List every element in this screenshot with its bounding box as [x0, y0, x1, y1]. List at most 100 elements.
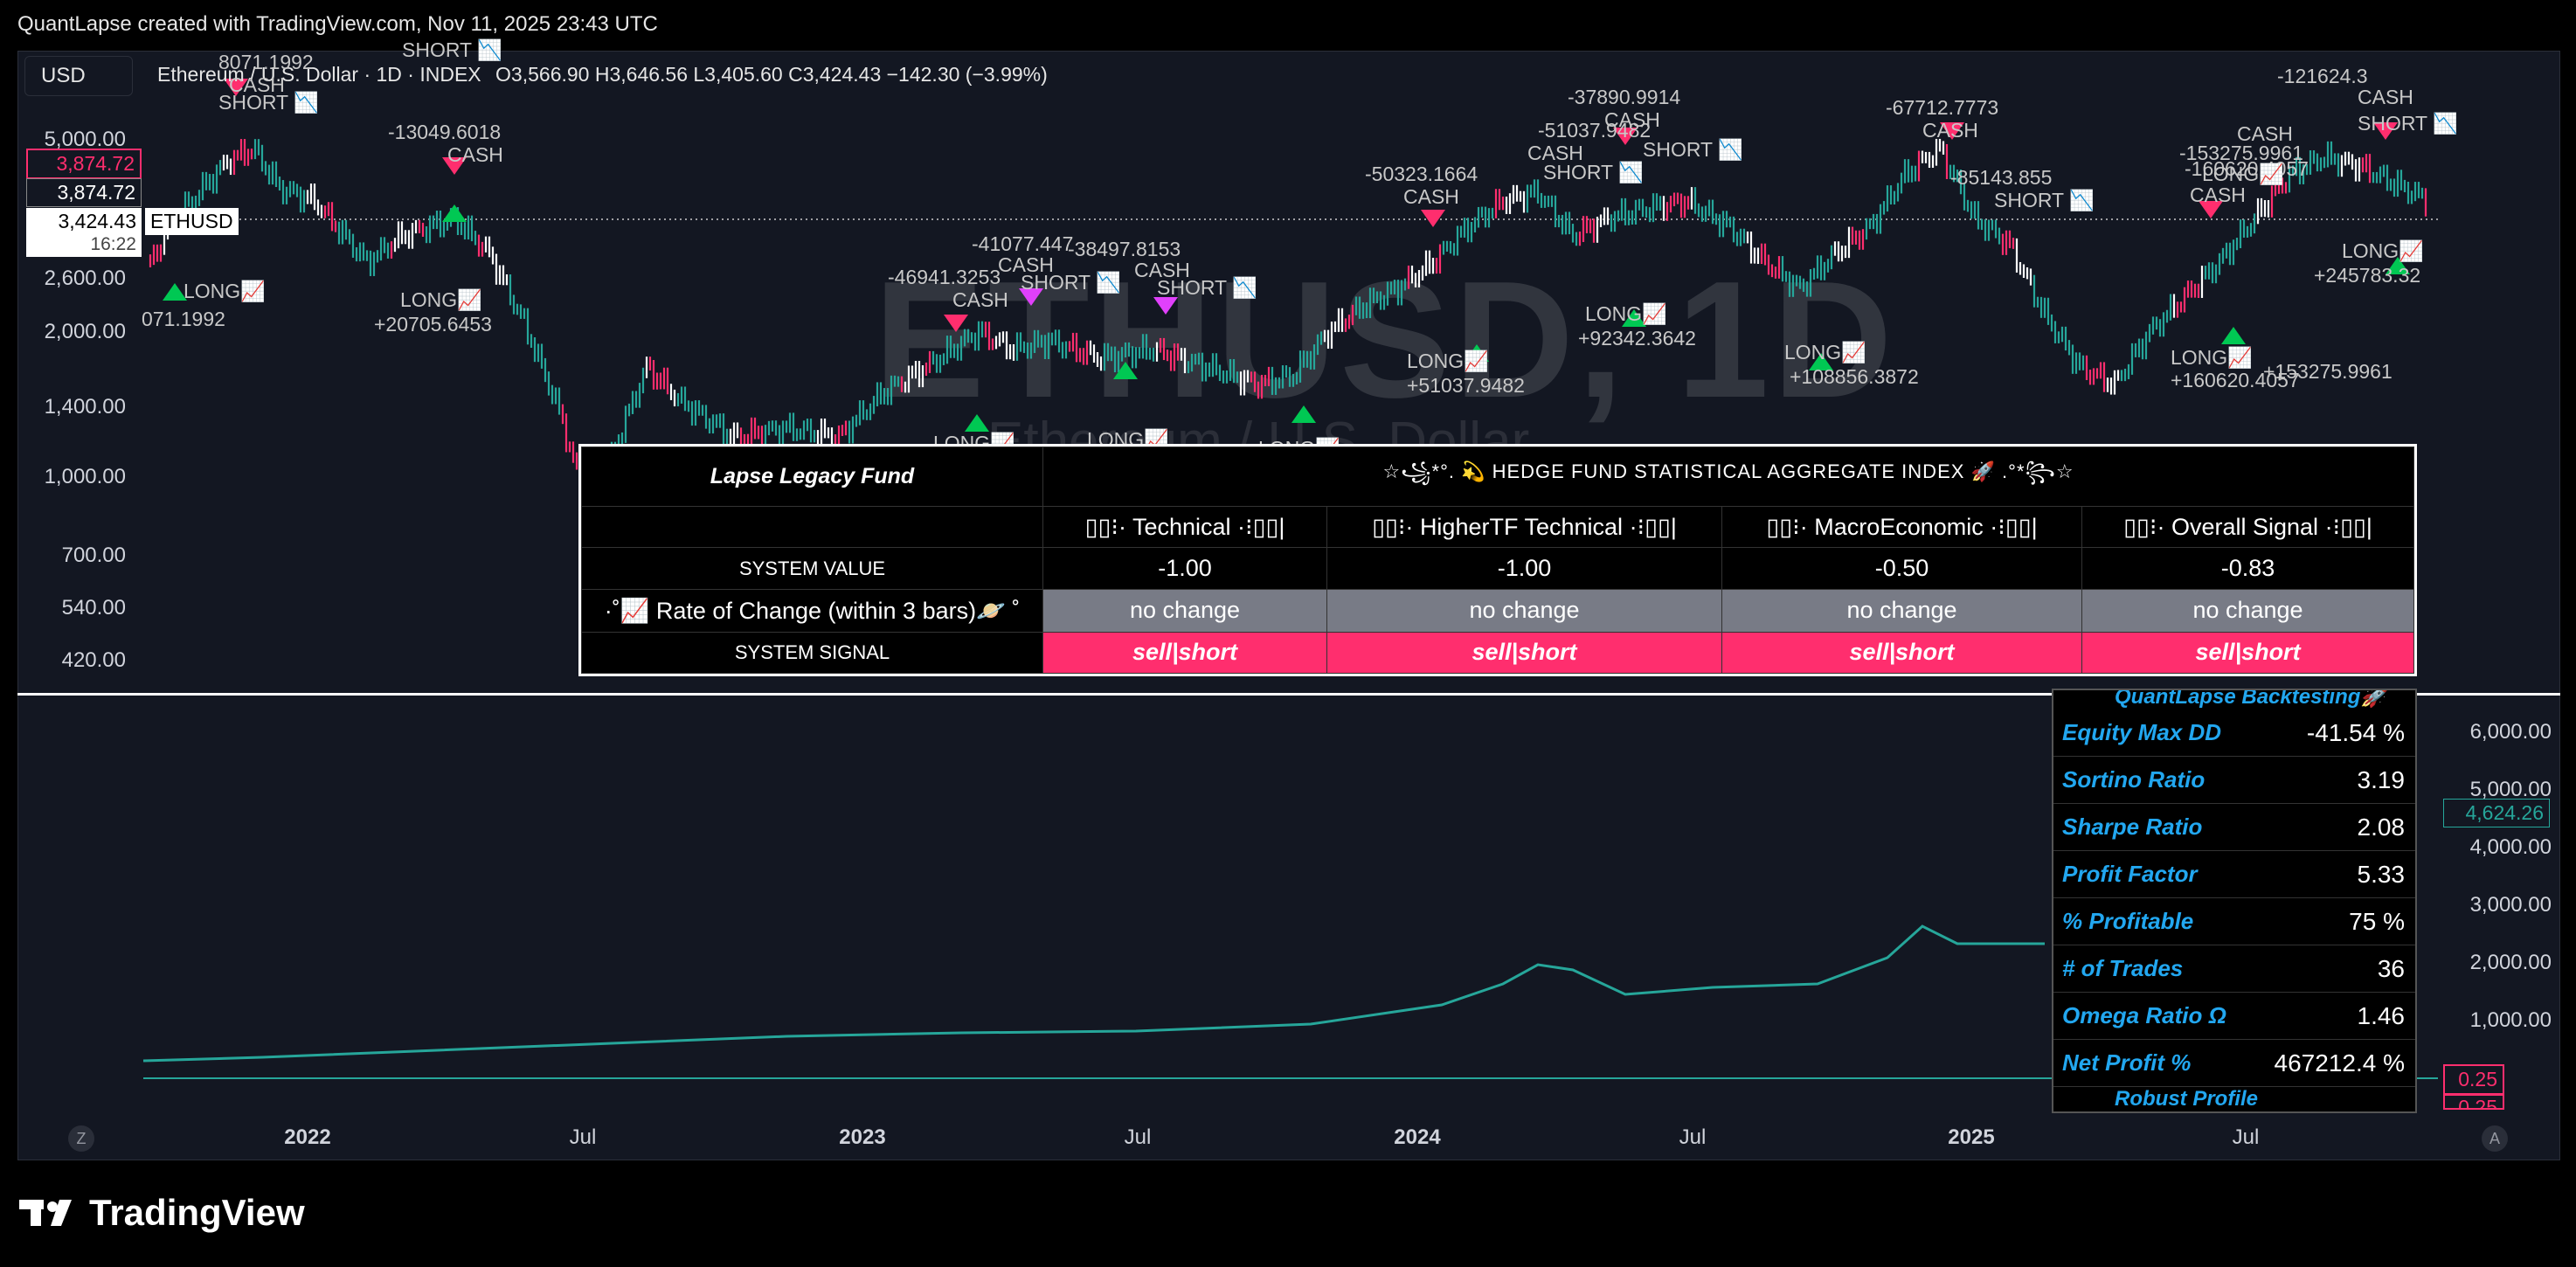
- annotation-long: LONG📈: [1585, 302, 1667, 325]
- annotation-num: -37890.9914: [1568, 86, 1681, 108]
- stats-key: Net Profit %: [2062, 1049, 2192, 1076]
- annotation-short: SHORT 📉: [402, 38, 502, 61]
- col-header-highertf: ▯▯⁝· HigherTF Technical ·⁝▯▯|: [1326, 506, 1722, 549]
- fund-title: Lapse Legacy Fund: [581, 446, 1043, 508]
- annotation-cash: CASH: [2358, 86, 2413, 108]
- row-label-rate-of-change: ·˚📈 Rate of Change (within 3 bars)🪐 ˚: [581, 588, 1043, 633]
- annotation-short: SHORT 📉: [2358, 112, 2458, 135]
- low-tag-2: 0.25: [2443, 1094, 2504, 1110]
- symbol-legend[interactable]: Ethereum / U.S. Dollar · 1D · INDEX O3,5…: [157, 63, 1048, 87]
- annotation-long: LONG📈: [1407, 350, 1489, 372]
- roc-cell: no change: [1326, 588, 1722, 633]
- signal-marker-cash: [442, 157, 467, 175]
- time-tick: Jul: [1124, 1125, 1152, 1149]
- stats-row: Net Profit % 467212.4 %: [2053, 1040, 2415, 1087]
- stats-key: # of Trades: [2062, 955, 2184, 981]
- stats-row: # of Trades 36: [2053, 945, 2415, 993]
- annotation-num: -121624.3: [2277, 65, 2368, 87]
- stats-value: 2.08: [2357, 813, 2406, 841]
- signal-cell: sell|short: [1326, 631, 1722, 675]
- annotation-short: SHORT 📉: [1021, 271, 1121, 294]
- annotation-num: -41077.447: [972, 232, 1074, 255]
- zoom-button[interactable]: Z: [68, 1125, 94, 1152]
- annotation-num: -85143.855: [1950, 166, 2053, 189]
- stats-value: 1.46: [2357, 1001, 2406, 1029]
- stats-value: 467212.4 %: [2274, 1049, 2405, 1077]
- stats-value: 3.19: [2357, 765, 2406, 793]
- stats-key: Omega Ratio Ω: [2062, 1002, 2226, 1028]
- time-tick: Jul: [1679, 1125, 1707, 1149]
- bar-countdown: 16:22: [26, 232, 142, 257]
- stats-value: 75 %: [2349, 907, 2405, 935]
- equity-tick: 4,000.00: [2469, 835, 2552, 859]
- tradingview-wordmark: TradingView: [89, 1192, 305, 1233]
- equity-tick: 6,000.00: [2469, 720, 2552, 744]
- annotation-long: LONG📈: [2202, 163, 2284, 185]
- annotation-num: -46941.3253: [888, 266, 1001, 288]
- stats-row: Equity Max DD -41.54 %: [2053, 710, 2415, 757]
- equity-tick: 1,000.00: [2469, 1008, 2552, 1032]
- signal-marker-cash: [1613, 128, 1638, 145]
- signal-marker-long: [1291, 405, 1316, 423]
- signal-marker-cash: [2199, 201, 2223, 218]
- price-tick: 2,600.00: [44, 267, 126, 290]
- annotation-num: +153275.9961: [2263, 360, 2392, 383]
- corner-cell: [581, 506, 1043, 549]
- ohlc-values: O3,566.90 H3,646.56 L3,405.60 C3,424.43 …: [495, 63, 1048, 86]
- signal-marker-short: [1153, 297, 1178, 315]
- equity-tick: 5,000.00: [2469, 778, 2552, 801]
- annotation-num: -38497.8153: [1068, 238, 1181, 260]
- roc-cell: no change: [1042, 588, 1327, 633]
- prev-close-tag: 3,874.72: [26, 178, 142, 207]
- symbol-watermark: ETHUSD, 1D: [874, 247, 1896, 433]
- time-tick: Jul: [2232, 1125, 2260, 1149]
- annotation-cash: CASH: [447, 143, 503, 166]
- stats-footer: Robust Profile: [2115, 1087, 2259, 1111]
- signal-marker-long: [1622, 309, 1646, 327]
- annotation-num: -67712.7773: [1886, 96, 1999, 119]
- equity-curve: [142, 924, 2045, 1063]
- annotation-cash: CASH: [1403, 185, 1459, 208]
- symbol-name[interactable]: Ethereum / U.S. Dollar · 1D · INDEX: [157, 63, 481, 86]
- annotation-num: +245783.32: [2314, 264, 2421, 287]
- fund-banner: ☆꧁*°. 💫 HEDGE FUND STATISTICAL AGGREGATE…: [1042, 446, 2415, 508]
- stats-key: Sharpe Ratio: [2062, 814, 2203, 840]
- annotation-short: SHORT 📉: [1157, 276, 1257, 299]
- equity-tick: 2,000.00: [2469, 951, 2552, 974]
- row-label-system-value: SYSTEM VALUE: [581, 547, 1043, 590]
- annotation-long: LONG📈: [400, 288, 482, 311]
- signal-marker-cash: [2373, 122, 2398, 140]
- annotation-num: +92342.3642: [1578, 327, 1696, 350]
- annotation-long: LONG📈: [2342, 239, 2424, 262]
- signal-marker-long: [965, 414, 989, 432]
- time-tick: 2023: [839, 1125, 886, 1149]
- annotation-cash: CASH: [2237, 122, 2293, 145]
- annotation-long: LONG📈: [2171, 346, 2253, 369]
- tradingview-logo[interactable]: TradingView: [19, 1192, 305, 1234]
- stats-row: Omega Ratio Ω 1.46: [2053, 993, 2415, 1040]
- hedge-fund-table: Lapse Legacy Fund ☆꧁*°. 💫 HEDGE FUND STA…: [578, 444, 2417, 676]
- stats-value: 36: [2377, 954, 2405, 982]
- signal-marker-cash: [224, 79, 248, 96]
- pane-divider[interactable]: [17, 693, 2560, 696]
- stats-key: Sortino Ratio: [2062, 766, 2206, 793]
- signal-marker-long: [1465, 344, 1489, 362]
- backtest-stats-panel: QuantLapse Backtesting🚀 Equity Max DD -41…: [2052, 689, 2417, 1113]
- price-tick: 1,400.00: [44, 395, 126, 419]
- auto-scale-button[interactable]: A: [2482, 1125, 2508, 1152]
- annotation-cash: CASH: [1922, 119, 1978, 142]
- system-value-cell: -1.00: [1326, 547, 1722, 590]
- price-tick: 420.00: [61, 648, 126, 672]
- signal-marker-long: [2221, 327, 2246, 344]
- time-tick: 2024: [1394, 1125, 1441, 1149]
- annotation-short: SHORT 📉: [1994, 189, 2095, 211]
- stats-row: Sortino Ratio 3.19: [2053, 757, 2415, 804]
- annotation-num: -51037.9482: [1538, 119, 1652, 142]
- last-price-tag: 3,424.43: [26, 208, 142, 235]
- equity-tick: 3,000.00: [2469, 893, 2552, 917]
- signal-marker-long: [442, 204, 467, 222]
- equity-tag: 4,624.26: [2443, 799, 2550, 827]
- signal-marker-long: [1113, 362, 1138, 379]
- annotation-cash: CASH: [2190, 183, 2246, 206]
- currency-button[interactable]: USD: [24, 56, 133, 96]
